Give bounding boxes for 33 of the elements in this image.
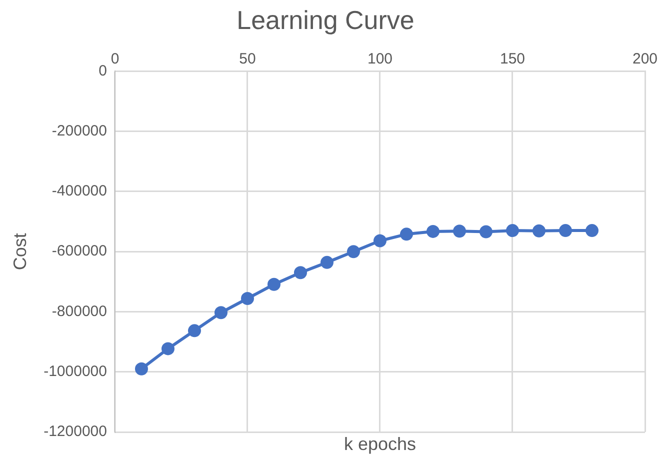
point xyxy=(294,266,307,280)
x-axis-title: k epochs xyxy=(344,434,416,454)
x-tick-label: 200 xyxy=(632,50,658,68)
point xyxy=(452,224,466,238)
point xyxy=(400,228,413,241)
point xyxy=(161,342,174,356)
point xyxy=(559,224,572,238)
point xyxy=(188,324,201,338)
point xyxy=(532,224,546,238)
y-tick-label: -400000 xyxy=(52,182,107,200)
x-tick-label: 0 xyxy=(110,50,120,68)
y-tick-label: -600000 xyxy=(52,242,107,260)
point xyxy=(426,224,440,238)
y-axis-title: Cost xyxy=(10,233,30,270)
point xyxy=(214,306,228,320)
x-tick-label: 50 xyxy=(239,50,256,68)
point xyxy=(506,224,519,238)
y-tick-label: -1000000 xyxy=(44,363,107,380)
point xyxy=(320,256,334,269)
point xyxy=(586,224,598,238)
point xyxy=(267,278,280,291)
point xyxy=(346,245,360,258)
x-tick-label: 150 xyxy=(500,50,526,68)
point xyxy=(480,225,492,238)
y-tick-label: -200000 xyxy=(52,122,107,140)
point xyxy=(373,234,386,248)
point xyxy=(134,362,148,376)
x-tick-label: 100 xyxy=(367,50,393,68)
chart-title: Learning Curve xyxy=(236,4,414,35)
y-tick-label: -1200000 xyxy=(44,423,107,440)
y-tick-label: 0 xyxy=(98,62,107,80)
y-tick-label: -800000 xyxy=(52,302,107,320)
point xyxy=(240,292,254,306)
